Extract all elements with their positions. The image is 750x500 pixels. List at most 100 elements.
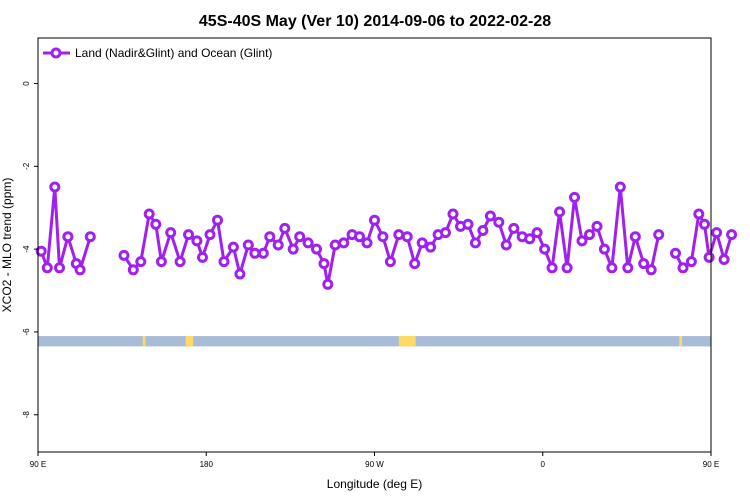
data-point xyxy=(150,218,162,230)
data-point xyxy=(703,251,715,263)
x-tick-label: 90 E xyxy=(703,460,719,469)
data-point xyxy=(49,181,61,193)
data-point xyxy=(416,237,428,249)
data-point xyxy=(606,262,618,274)
data-point xyxy=(576,235,588,247)
y-axis-ticks: 0 -2 -4 -6 -8 xyxy=(22,81,38,419)
data-point xyxy=(425,241,437,253)
data-point xyxy=(554,206,566,218)
data-point xyxy=(227,241,239,253)
data-point xyxy=(165,227,177,239)
data-point xyxy=(440,227,451,239)
data-point xyxy=(74,264,86,276)
data-point xyxy=(361,237,373,249)
data-point xyxy=(155,256,167,268)
data-point xyxy=(302,237,314,249)
data-point xyxy=(584,229,595,241)
data-point xyxy=(311,243,322,255)
map-strip-land xyxy=(679,336,683,347)
y-tick-label: 0 xyxy=(22,81,31,86)
legend: Land (Nadir&Glint) and Ocean (Glint) xyxy=(43,46,272,60)
data-point xyxy=(462,218,474,230)
data-point xyxy=(638,258,650,270)
data-point xyxy=(469,237,481,249)
data-point xyxy=(249,247,261,259)
data-point xyxy=(477,225,489,236)
data-point xyxy=(500,239,512,251)
x-axis-ticks: 90 E 180 90 W 0 90 E xyxy=(30,452,719,469)
data-point xyxy=(614,181,626,193)
data-point xyxy=(197,251,208,263)
map-strip xyxy=(38,336,711,347)
data-point xyxy=(645,264,657,276)
x-tick-label: 90 E xyxy=(30,460,46,469)
data-point xyxy=(174,256,186,268)
x-tick-label: 180 xyxy=(200,460,214,469)
legend-series-name: Land (Nadir&Glint) and Ocean (Glint) xyxy=(75,46,272,60)
data-point xyxy=(143,208,155,220)
data-point xyxy=(338,237,350,249)
data-point xyxy=(447,208,459,220)
x-tick-label: 90 W xyxy=(365,460,384,469)
data-point xyxy=(287,243,299,255)
y-tick-label: -8 xyxy=(22,411,31,419)
data-point xyxy=(493,216,505,228)
data-point xyxy=(561,262,573,274)
data-point xyxy=(484,210,496,222)
data-point xyxy=(257,247,269,259)
data-point xyxy=(531,227,543,239)
data-point xyxy=(272,239,284,251)
data-point xyxy=(234,268,246,280)
data-point xyxy=(204,229,216,241)
data-point xyxy=(127,264,139,276)
data-point xyxy=(264,231,276,243)
series-layer xyxy=(35,181,738,290)
data-point xyxy=(135,256,147,268)
map-strip-land xyxy=(398,336,416,347)
data-point xyxy=(677,262,689,274)
map-strip-land xyxy=(142,336,146,347)
data-point xyxy=(409,258,421,270)
data-point xyxy=(591,220,603,232)
data-point xyxy=(699,218,710,230)
data-point xyxy=(393,229,405,241)
data-point xyxy=(685,256,697,268)
data-point xyxy=(62,231,74,243)
data-point xyxy=(118,249,130,261)
data-point xyxy=(329,239,341,251)
data-point xyxy=(191,235,203,247)
data-point xyxy=(218,256,230,268)
data-point xyxy=(54,262,65,274)
data-point xyxy=(242,239,254,251)
data-point xyxy=(212,214,223,226)
data-point xyxy=(401,231,413,243)
data-point xyxy=(384,256,396,268)
chart-title: 45S-40S May (Ver 10) 2014-09-06 to 2022-… xyxy=(199,13,551,30)
y-tick-label: -4 xyxy=(22,245,31,253)
data-point xyxy=(524,233,536,245)
data-point xyxy=(183,229,194,241)
data-point xyxy=(369,214,380,226)
data-point xyxy=(629,231,641,243)
y-tick-label: -6 xyxy=(22,328,31,336)
x-tick-label: 0 xyxy=(541,460,546,469)
map-strip-ocean xyxy=(38,336,711,347)
x-axis-label: Longitude (deg E) xyxy=(327,477,422,491)
data-point xyxy=(622,262,634,274)
data-point xyxy=(569,191,580,203)
data-point xyxy=(508,222,520,234)
map-strip-land xyxy=(185,336,194,347)
data-point xyxy=(653,229,665,241)
data-point xyxy=(322,278,334,290)
data-point xyxy=(41,262,53,274)
data-point xyxy=(539,243,551,255)
data-point xyxy=(354,231,365,243)
y-tick-label: -2 xyxy=(22,162,31,170)
data-point xyxy=(279,222,291,234)
data-point xyxy=(318,258,330,270)
data-point xyxy=(598,243,610,255)
data-point xyxy=(711,227,723,239)
data-point xyxy=(546,262,558,274)
